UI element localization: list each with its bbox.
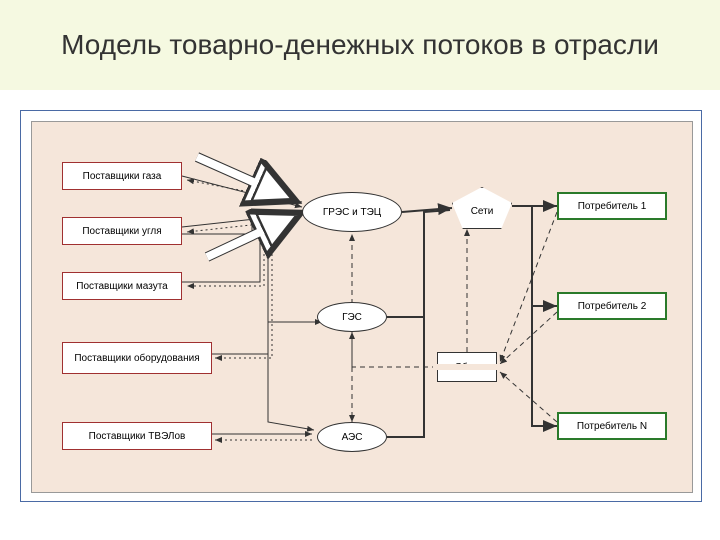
diagram-canvas: Поставщики газа Поставщики угля Поставщи…: [31, 121, 693, 493]
node-supplier-mazut: Поставщики мазута: [62, 272, 182, 300]
label: Поставщики ТВЭЛов: [89, 431, 186, 442]
label: Потребитель 2: [578, 301, 647, 312]
node-consumer-2: Потребитель 2: [557, 292, 667, 320]
node-supplier-tvel: Поставщики ТВЭЛов: [62, 422, 212, 450]
node-consumer-1: Потребитель 1: [557, 192, 667, 220]
label: ГЭС: [342, 312, 362, 323]
page-title: Модель товарно-денежных потоков в отрасл…: [0, 0, 720, 90]
node-supplier-coal: Поставщики угля: [62, 217, 182, 245]
node-sbyt: Сбыт: [437, 352, 497, 382]
node-ges: ГЭС: [317, 302, 387, 332]
label: Потребитель N: [577, 421, 647, 432]
node-supplier-gas: Поставщики газа: [62, 162, 182, 190]
node-seti: Сети: [452, 187, 512, 229]
label: Поставщики угля: [82, 226, 161, 237]
label: АЭС: [342, 432, 363, 443]
label: Сбыт: [455, 362, 480, 373]
node-ges-tec: ГРЭС и ТЭЦ: [302, 192, 402, 232]
label: Поставщики газа: [83, 171, 162, 182]
node-supplier-equip: Поставщики оборудования: [62, 342, 212, 374]
label: ГРЭС и ТЭЦ: [323, 207, 381, 218]
title-text: Модель товарно-денежных потоков в отрасл…: [61, 29, 659, 61]
label: Поставщики оборудования: [74, 353, 199, 364]
node-aes: АЭС: [317, 422, 387, 452]
label: Потребитель 1: [578, 201, 647, 212]
label: Сети: [471, 206, 494, 217]
node-consumer-n: Потребитель N: [557, 412, 667, 440]
label: Поставщики мазута: [76, 281, 167, 292]
diagram-frame: Поставщики газа Поставщики угля Поставщи…: [20, 110, 702, 502]
